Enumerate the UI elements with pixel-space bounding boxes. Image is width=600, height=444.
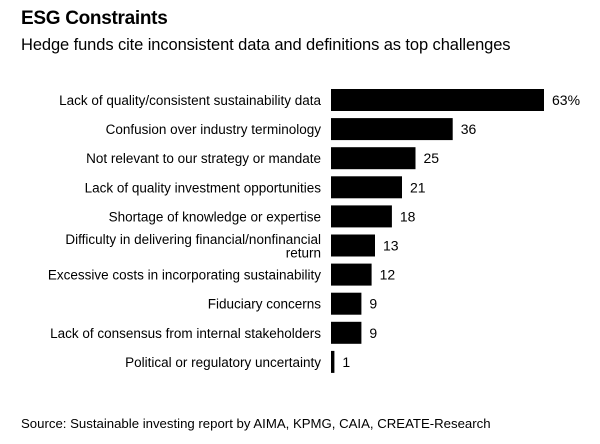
bar — [331, 176, 402, 199]
chart-title: ESG Constraints — [21, 8, 168, 29]
bar — [331, 118, 453, 141]
value-label: 13 — [383, 238, 399, 254]
value-label: 1 — [342, 354, 350, 370]
bar — [331, 321, 362, 344]
bar — [331, 147, 416, 170]
category-label: Lack of quality investment opportunities — [85, 180, 322, 195]
value-label: 63% — [552, 92, 580, 108]
bar — [331, 89, 544, 111]
category-label: Not relevant to our strategy or mandate — [86, 151, 321, 166]
category-label: Political or regulatory uncertainty — [125, 355, 321, 370]
bar — [331, 292, 362, 315]
category-label: Excessive costs in incorporating sustain… — [48, 268, 321, 283]
value-label: 25 — [424, 150, 440, 166]
bar — [331, 263, 372, 286]
bar — [331, 205, 392, 228]
category-label: Shortage of knowledge or expertise — [109, 209, 321, 224]
value-label: 21 — [410, 179, 426, 195]
category-label: Fiduciary concerns — [208, 297, 322, 312]
bar — [331, 234, 375, 257]
value-label: 12 — [380, 267, 396, 283]
category-label: Confusion over industry terminology — [106, 122, 322, 137]
category-label: Lack of quality/consistent sustainabilit… — [59, 93, 321, 108]
chart-subtitle: Hedge funds cite inconsistent data and d… — [21, 36, 511, 54]
value-label: 18 — [400, 208, 416, 224]
value-label: 36 — [461, 121, 477, 137]
source-note: Source: Sustainable investing report by … — [21, 416, 491, 431]
bar — [331, 350, 335, 373]
category-label: Difficulty in delivering financial/nonfi… — [65, 232, 321, 260]
value-label: 9 — [369, 296, 377, 312]
category-label: Lack of consensus from internal stakehol… — [50, 326, 321, 341]
value-label: 9 — [369, 325, 377, 341]
